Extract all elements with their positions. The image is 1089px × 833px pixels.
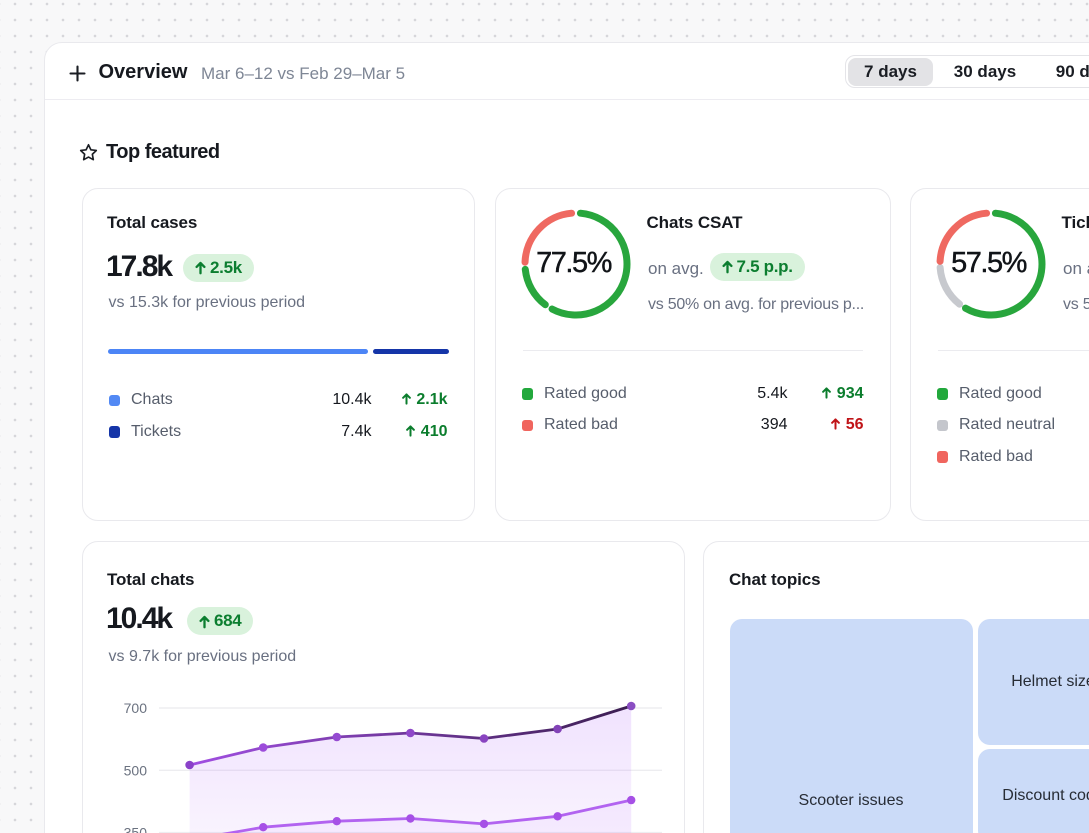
svg-text:500: 500 <box>124 762 148 778</box>
svg-text:700: 700 <box>124 700 148 716</box>
svg-text:350: 350 <box>124 825 148 833</box>
